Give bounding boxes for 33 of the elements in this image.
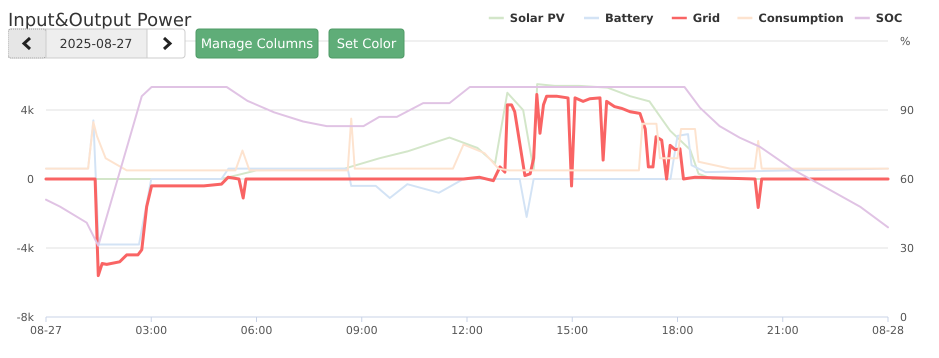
legend-label: SOC xyxy=(876,11,902,25)
line-series xyxy=(45,86,889,247)
date-picker: 2025-08-27 xyxy=(8,28,186,58)
y2-tick-label: 60 xyxy=(900,173,914,186)
legend-label: Battery xyxy=(605,11,654,25)
y-tick-label: -4k xyxy=(16,242,35,255)
y2-tick-label: 90 xyxy=(900,104,914,117)
x-tick-label: 15:00 xyxy=(556,324,588,337)
x-tick-label: 08-27 xyxy=(30,324,62,337)
y2-tick-label: 30 xyxy=(900,242,914,255)
y2-axis-title: % xyxy=(900,35,910,48)
line-series xyxy=(44,92,890,278)
annotation: Manage Columns xyxy=(200,37,314,52)
y2-tick-label: 0 xyxy=(900,311,907,324)
legend-label: Grid xyxy=(692,11,720,25)
y-tick-label: -8k xyxy=(16,311,35,324)
y-tick-label: 0 xyxy=(27,173,34,186)
x-tick-label: 08-28 xyxy=(872,324,904,337)
x-tick-label: 06:00 xyxy=(240,324,272,337)
legend-label: Consumption xyxy=(758,11,844,25)
x-tick-label: 09:00 xyxy=(346,324,378,337)
line-series xyxy=(45,118,889,172)
x-tick-label: 18:00 xyxy=(662,324,694,337)
annotation: 2025-08-27 xyxy=(60,36,132,51)
button: Set Color xyxy=(328,28,404,58)
legend-label: Solar PV xyxy=(510,11,565,25)
x-tick-label: 21:00 xyxy=(766,324,799,337)
annotation: Set Color xyxy=(336,37,397,52)
y-tick-label: 4k xyxy=(20,104,35,117)
x-tick-label: 12:00 xyxy=(451,324,483,337)
x-tick-label: 03:00 xyxy=(135,324,168,337)
chart-title: Input&Output Power xyxy=(8,10,192,31)
button: Manage Columns xyxy=(196,28,318,58)
